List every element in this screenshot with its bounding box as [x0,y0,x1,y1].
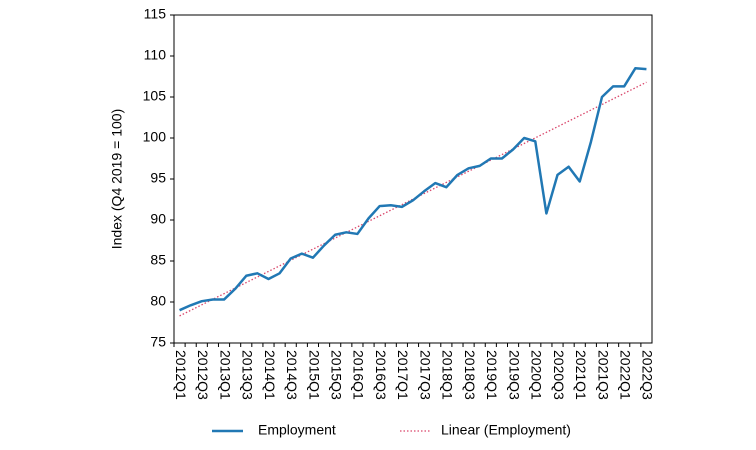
x-tick-label: 2014Q3 [284,350,300,400]
y-tick-label: 115 [144,6,167,22]
x-tick-label: 2021Q1 [573,350,589,400]
y-tick-label: 95 [150,170,166,186]
x-tick-label: 2018Q1 [440,350,456,400]
y-tick-label: 110 [144,47,167,63]
x-tick-label: 2020Q1 [529,350,545,400]
y-tick-label: 105 [143,88,167,104]
x-tick-label: 2021Q3 [595,350,611,400]
y-tick-label: 80 [150,293,166,309]
x-tick-label: 2014Q1 [262,350,278,400]
y-axis-label: Index (Q4 2019 = 100) [109,109,125,250]
x-tick-label: 2022Q3 [640,350,656,400]
y-tick-label: 100 [143,129,167,145]
legend-label: Linear (Employment) [441,422,571,438]
x-tick-label: 2019Q3 [506,350,522,400]
series-line [179,67,647,312]
y-tick-label: 75 [150,334,166,350]
x-tick-label: 2022Q1 [618,350,634,400]
legend-label: Employment [258,422,336,438]
x-tick-label: 2016Q3 [373,350,389,400]
x-tick-label: 2015Q3 [328,350,344,400]
x-tick-label: 2019Q1 [484,350,500,400]
y-tick-label: 85 [150,252,166,268]
x-tick-label: 2013Q1 [217,350,233,400]
x-tick-label: 2012Q3 [195,350,211,400]
x-tick-label: 2013Q3 [240,350,256,400]
x-tick-label: 2018Q3 [462,350,478,400]
x-tick-label: 2015Q1 [306,350,322,400]
x-tick-label: 2012Q1 [173,350,189,400]
y-tick-label: 90 [150,211,166,227]
trendline [179,81,647,317]
x-tick-label: 2017Q3 [417,350,433,400]
x-tick-label: 2020Q3 [551,350,567,400]
x-tick-label: 2017Q1 [395,350,411,400]
x-tick-label: 2016Q1 [351,350,367,400]
